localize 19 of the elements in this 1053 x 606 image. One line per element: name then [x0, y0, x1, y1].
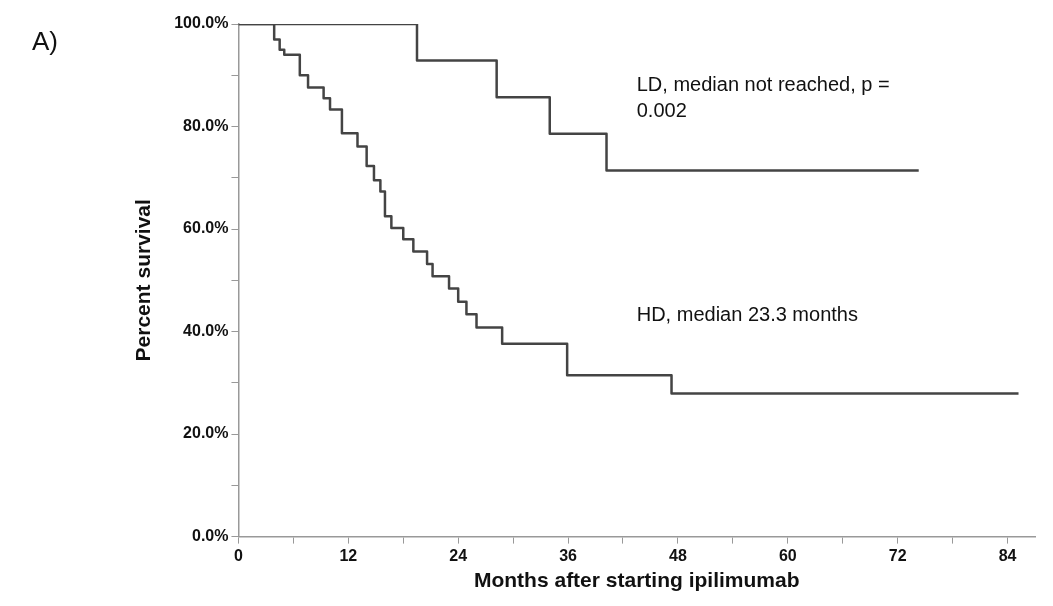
y-tick-label: 80.0% — [183, 116, 229, 134]
y-tick-label: 20.0% — [183, 424, 229, 442]
x-tick-label: 48 — [669, 546, 687, 564]
y-tick-label: 100.0% — [174, 14, 229, 32]
y-tick-label: 0.0% — [192, 527, 229, 545]
annotation: HD, median 23.3 months — [636, 303, 858, 326]
x-tick-label: 12 — [339, 546, 358, 564]
x-tick-label: 60 — [778, 546, 797, 564]
x-tick-label: 72 — [888, 546, 907, 564]
y-tick-label: 60.0% — [183, 219, 229, 237]
text: A) — [32, 26, 58, 57]
y-tick-label: 40.0% — [183, 321, 229, 339]
x-tick-label: 24 — [449, 546, 468, 564]
y-axis-title: Percent survival — [131, 199, 155, 362]
x-tick-label: 36 — [559, 546, 578, 564]
annotation: LD, median not reached, p = 0.002 — [636, 72, 890, 121]
x-tick-label: 0 — [234, 546, 244, 564]
x-axis-title: Months after starting ipilimumab — [473, 568, 800, 592]
x-tick-label: 84 — [998, 546, 1017, 564]
